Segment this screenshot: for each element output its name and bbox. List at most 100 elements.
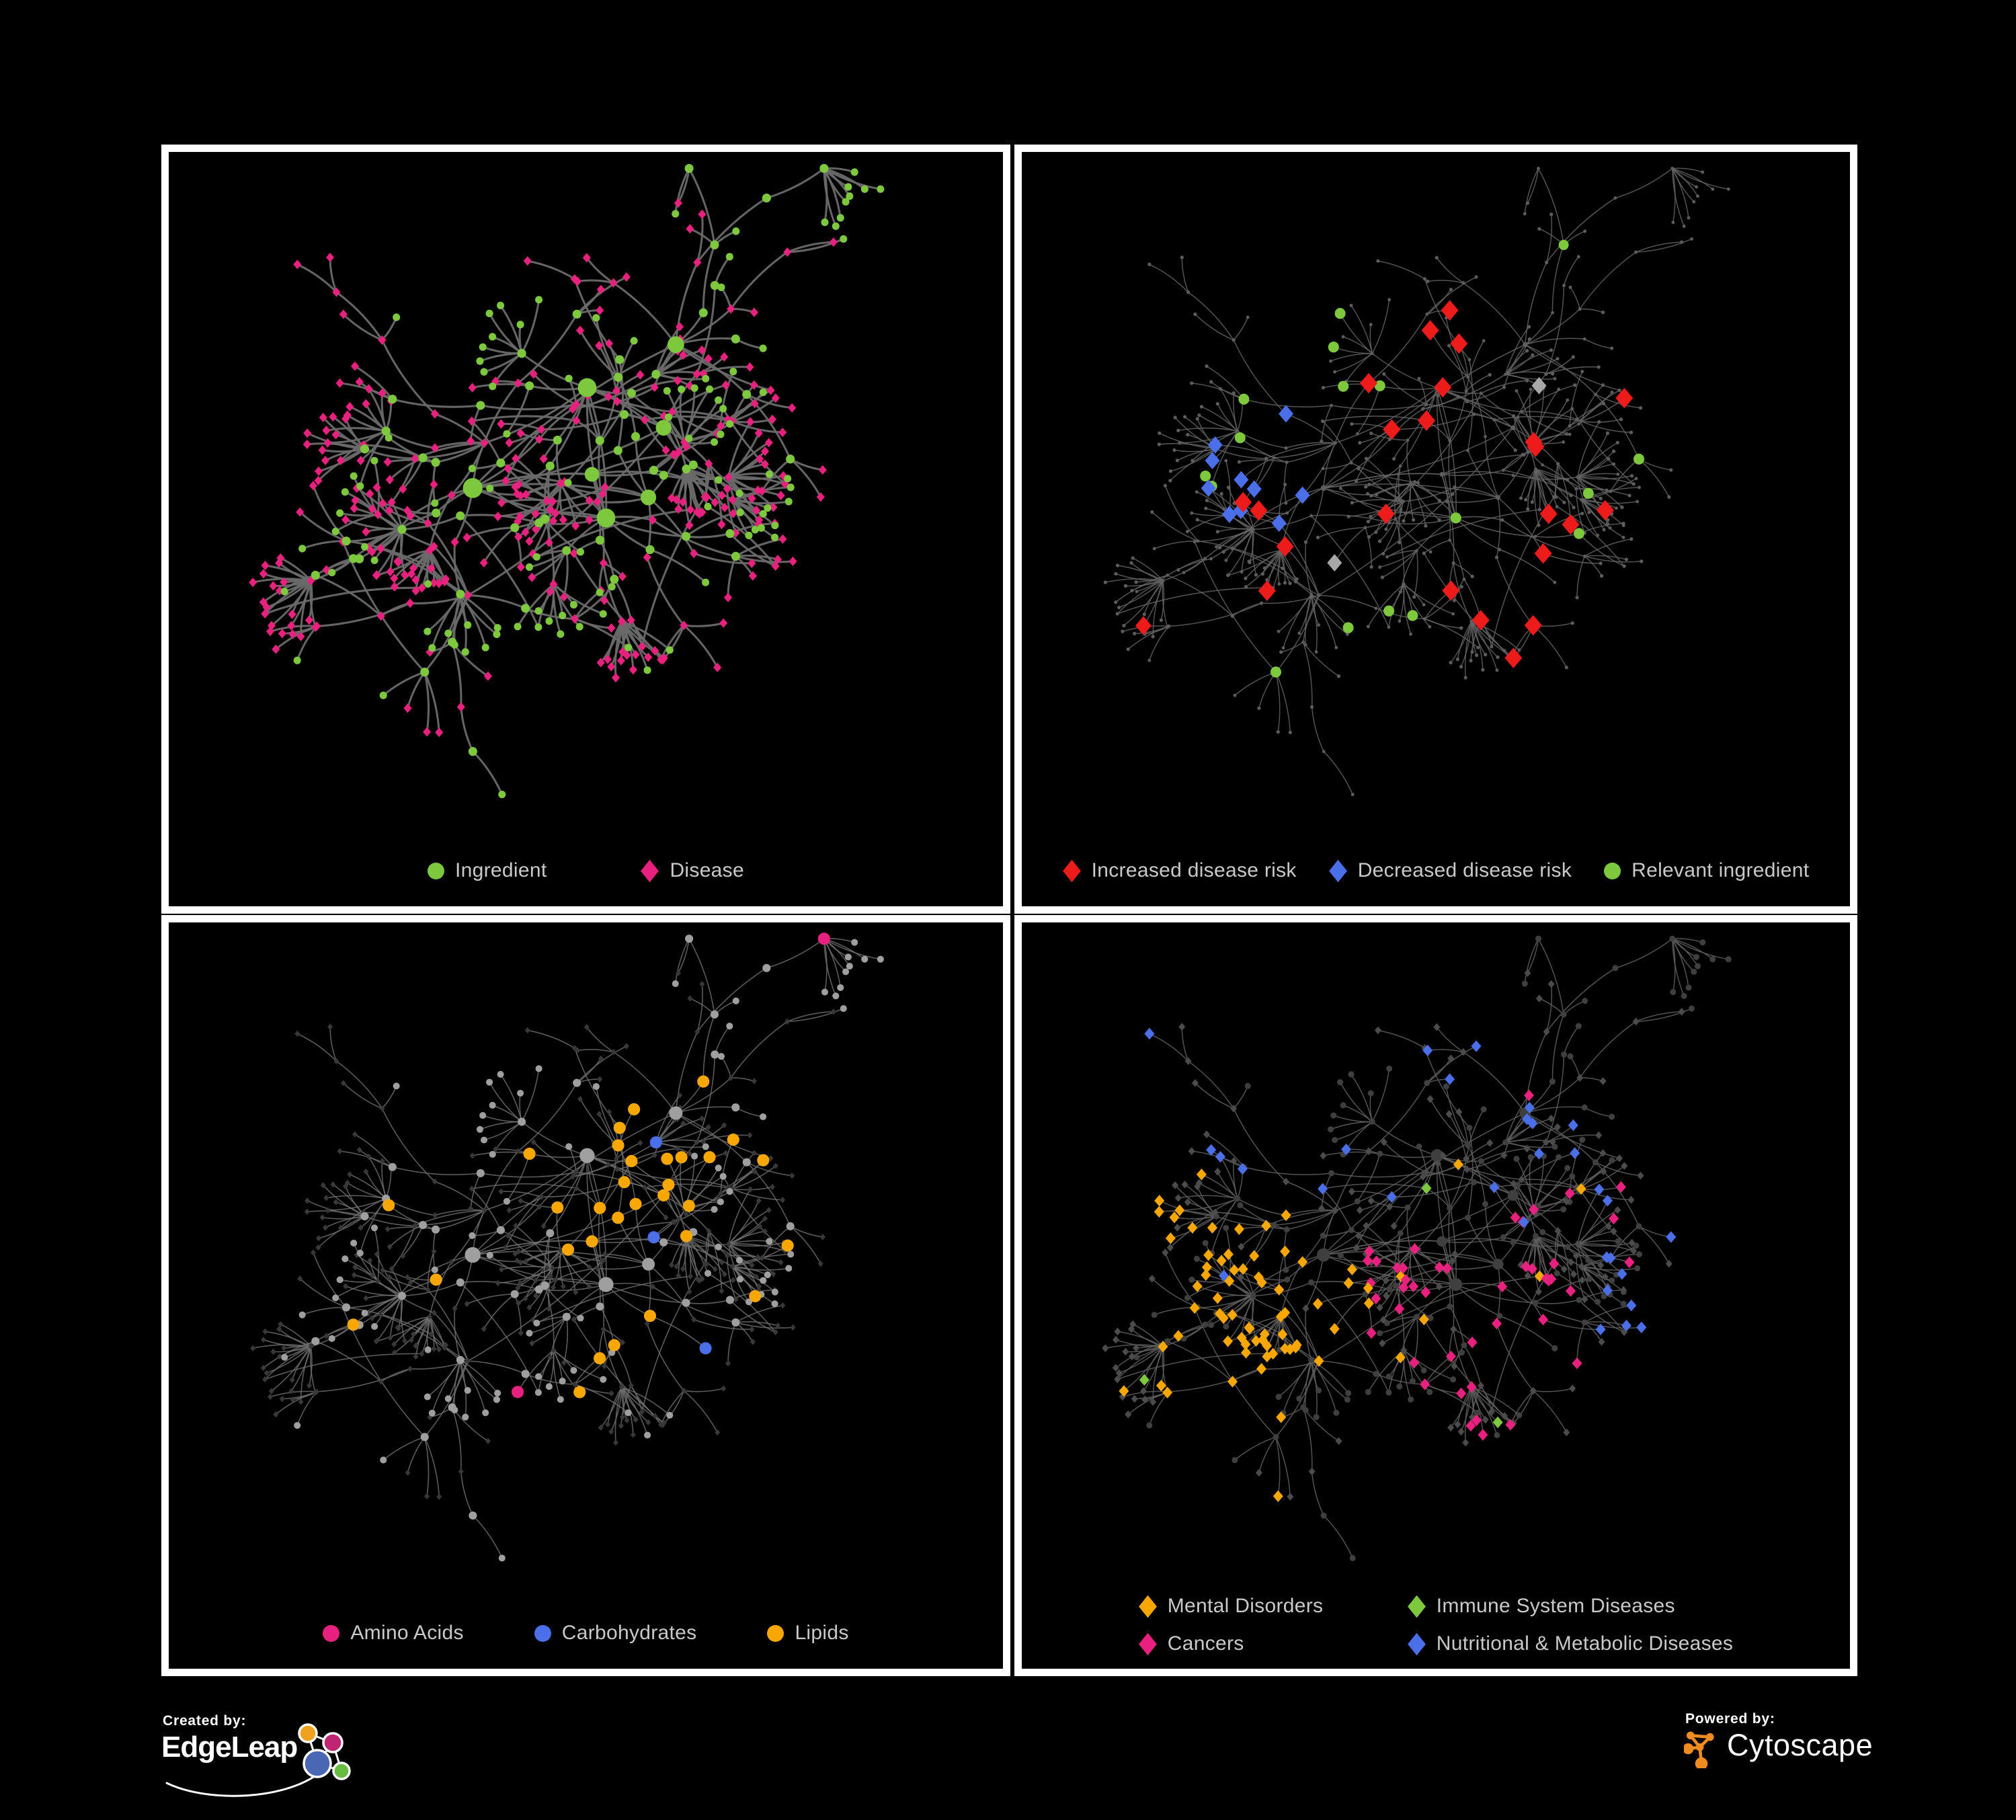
network-edge <box>1418 378 1427 405</box>
edgeleap-swoosh <box>165 1775 316 1797</box>
network-edge <box>1553 463 1559 498</box>
network-node <box>1482 1201 1488 1208</box>
network-node <box>1426 279 1430 284</box>
network-edge <box>483 1293 516 1330</box>
network-node <box>755 1254 761 1261</box>
network-node <box>276 1326 282 1333</box>
network-node <box>341 413 350 424</box>
network-edge <box>688 167 716 246</box>
network-node <box>1601 383 1605 387</box>
edgeleap-brand-text: EdgeLeap <box>161 1731 298 1764</box>
network-node <box>1448 438 1451 442</box>
network-node <box>532 553 540 561</box>
network-node <box>469 1511 477 1520</box>
network-edge <box>1322 416 1427 422</box>
network-edge <box>1227 1295 1254 1342</box>
network-node <box>1344 1396 1350 1403</box>
network-node <box>281 1345 287 1351</box>
network-node <box>503 1197 510 1205</box>
network-node <box>1534 1148 1544 1160</box>
network-edge <box>595 317 620 379</box>
network-edge <box>1578 1299 1625 1333</box>
network-node <box>573 1078 581 1087</box>
network-node <box>361 543 369 551</box>
network-node <box>698 345 707 355</box>
network-node <box>836 214 844 222</box>
network-node <box>1418 410 1435 431</box>
network-node <box>1465 1419 1476 1432</box>
network-node <box>1461 1342 1467 1349</box>
network-edge <box>1525 312 1554 346</box>
network-edge <box>1181 257 1189 293</box>
network-node <box>1279 650 1283 654</box>
network-edge <box>1535 1235 1552 1279</box>
network-edge <box>1195 313 1234 341</box>
network-node <box>1195 518 1199 522</box>
network-edge <box>1223 528 1254 553</box>
network-edge <box>1252 1281 1312 1297</box>
network-edge <box>1595 1161 1640 1227</box>
edgeleap-logo-edges <box>307 1732 343 1772</box>
network-edge <box>375 549 431 577</box>
network-node <box>1366 520 1370 524</box>
network-node <box>773 555 782 565</box>
network-edge <box>674 261 698 346</box>
network-node <box>1173 1330 1184 1342</box>
network-edge <box>1245 549 1282 588</box>
network-edge <box>1323 1195 1514 1256</box>
network-edge <box>1393 1207 1408 1227</box>
network-node <box>762 193 771 203</box>
network-edge <box>391 398 482 408</box>
network-node <box>759 388 767 397</box>
network-node <box>1167 624 1171 629</box>
network-edge <box>1496 497 1501 558</box>
nodes-layer <box>249 163 885 799</box>
network-node <box>727 1134 739 1146</box>
network-node <box>776 490 785 501</box>
network-node <box>1636 500 1639 504</box>
network-node <box>1631 482 1636 486</box>
network-node <box>1234 491 1252 513</box>
network-edge <box>1370 1249 1412 1284</box>
network-node <box>1500 518 1504 522</box>
network-node <box>1640 559 1644 563</box>
network-edge <box>1551 1014 1564 1082</box>
network-edge <box>546 1160 633 1269</box>
network-edge <box>685 512 735 538</box>
network-edge <box>335 291 383 342</box>
network-edge <box>1386 1275 1541 1324</box>
network-node <box>1572 1357 1582 1370</box>
network-edge <box>532 372 577 406</box>
network-edge <box>646 1322 685 1392</box>
network-node <box>1451 492 1455 496</box>
network-node <box>1596 500 1614 521</box>
network-edge <box>290 1346 312 1392</box>
network-node <box>1575 418 1579 422</box>
network-node <box>732 227 740 235</box>
network-edge <box>1513 373 1547 429</box>
network-node <box>1597 1261 1605 1269</box>
network-edge <box>1584 555 1642 563</box>
network-node <box>1380 1138 1387 1146</box>
network-node <box>698 209 707 219</box>
network-node <box>705 385 714 393</box>
network-node <box>577 548 585 556</box>
network-edge <box>1577 1243 1623 1275</box>
network-node <box>1316 535 1320 540</box>
network-node <box>1328 342 1339 353</box>
network-node <box>1521 1261 1531 1273</box>
network-edge <box>1448 1207 1457 1285</box>
network-edge <box>1672 167 1689 219</box>
network-node <box>592 314 600 322</box>
network-node <box>347 1171 353 1178</box>
network-node <box>683 1211 689 1218</box>
network-edge <box>1511 1390 1534 1426</box>
network-node <box>407 1366 413 1372</box>
network-edge <box>1199 414 1238 432</box>
network-node <box>1227 1376 1238 1388</box>
network-node <box>676 1216 682 1223</box>
network-edge <box>1570 1056 1580 1078</box>
network-node <box>596 658 605 668</box>
network-node <box>562 1312 571 1321</box>
network-node <box>393 1082 400 1090</box>
